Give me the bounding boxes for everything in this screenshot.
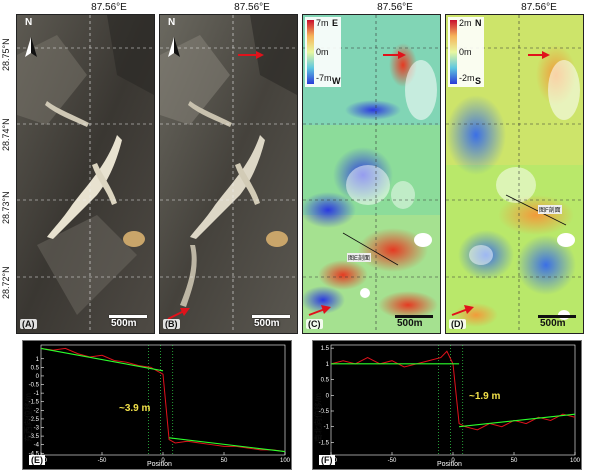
- panel-label-b: (B): [163, 319, 180, 329]
- colorbar-c-bottom-dir: W: [332, 76, 341, 86]
- chart-e-series-line-2: [169, 437, 286, 453]
- chart-e-xtick-label-4: 100: [280, 458, 291, 464]
- chart-e-xtick-label-2: 0: [161, 458, 165, 464]
- panel-c-map: 7m E 0m -7m W 图E剖面 (C) 500m: [302, 14, 441, 334]
- longitude-label-a: 87.56°E: [91, 2, 127, 13]
- chart-f-xtick-label-3: 50: [511, 458, 518, 464]
- chart-e-ytick-label-5: -1.5: [29, 400, 40, 406]
- longitude-label-b: 87.56°E: [234, 2, 270, 13]
- colorbar-d-bottom: -2m: [459, 73, 475, 83]
- chart-f-series-line-2: [459, 413, 576, 428]
- chart-f-xtick-label-2: 0: [451, 458, 455, 464]
- chart-f-ytick-label-4: -0.5: [319, 409, 330, 415]
- panel-label-c: (C): [306, 319, 323, 329]
- profile-label-c: 图E剖面: [347, 253, 372, 262]
- chart-f-xtick-label-4: 100: [570, 458, 581, 464]
- annotation-f: ~1.9 m: [469, 391, 501, 402]
- chart-e-ytick-label-2: 0: [36, 374, 40, 380]
- xlabel-f: Position: [437, 461, 462, 468]
- chart-f-ytick-label-2: 0.5: [321, 378, 330, 384]
- chart-f-ytick-label-6: -1.5: [319, 440, 330, 446]
- chart-e-ytick-label-7: -2.5: [29, 417, 40, 423]
- chart-f-ytick-label-0: 1.5: [321, 346, 330, 352]
- colorbar-d-bottom-dir: S: [475, 76, 482, 86]
- scale-label-c: 500m: [397, 318, 423, 329]
- panel-d-map: 2m N 0m -2m S 图F剖面 (D) 500m: [445, 14, 584, 334]
- chart-e-ytick-label-1: 0.5: [31, 365, 40, 371]
- longitude-label-c: 87.56°E: [377, 2, 413, 13]
- scale-label-d: 500m: [540, 318, 566, 329]
- latitude-label-1: 28.75°N: [1, 38, 11, 71]
- chart-e-ytick-label-10: -4: [34, 443, 40, 449]
- colorbar-d-top: 2m: [459, 18, 472, 28]
- scale-bar-b: [252, 315, 290, 318]
- colorbar-d-mid: 0m: [459, 47, 472, 57]
- colorbar-c-mid: 0m: [316, 47, 329, 57]
- scale-label-b: 500m: [254, 318, 280, 329]
- chart-label-f: (F): [319, 455, 335, 465]
- chart-e-plot-frame: [40, 344, 286, 456]
- north-label-b: N: [168, 17, 176, 28]
- chart-f-plot-frame: [330, 344, 576, 456]
- chart-e-ytick-label-9: -3.5: [29, 434, 40, 440]
- panel-a-image: N (A) 500m: [16, 14, 155, 334]
- chart-e-ytick-label-3: -0.5: [29, 383, 40, 389]
- profile-chart-e: 10.50-0.5-1-1.5-2-2.5-3-3.5-4-4.5-100-50…: [22, 340, 292, 470]
- scale-bar-d: [538, 315, 576, 318]
- panel-b-image: N (B) 500m: [159, 14, 298, 334]
- chart-label-e: (E): [29, 455, 45, 465]
- scale-bar-c: [395, 315, 433, 318]
- ylabel-f: 南北向位移/m: [314, 393, 323, 442]
- panel-label-d: (D): [449, 319, 466, 329]
- xlabel-e: Position: [147, 461, 172, 468]
- chart-e-ytick-label-8: -3: [34, 426, 40, 432]
- chart-e-ytick-label-11: -4.5: [29, 451, 40, 457]
- north-label-a: N: [25, 17, 33, 28]
- chart-e-series-line-1: [40, 347, 164, 372]
- chart-f-ytick-label-5: -1: [324, 425, 330, 431]
- colorbar-c-bottom: -7m: [316, 73, 332, 83]
- colorbar-d-top-dir: N: [475, 18, 482, 28]
- scale-label-a: 500m: [111, 318, 137, 329]
- ylabel-e: 东西向位移/m: [24, 393, 33, 442]
- colorbar-c-top: 7m: [316, 18, 329, 28]
- panel-label-a: (A): [20, 319, 37, 329]
- chart-e-ytick-label-0: 1: [36, 357, 40, 363]
- annotation-e: ~3.9 m: [119, 403, 151, 414]
- scale-bar-a: [109, 315, 147, 318]
- chart-e-xtick-label-3: 50: [221, 458, 228, 464]
- chart-e-ytick-label-4: -1: [34, 391, 40, 397]
- chart-f-ytick-label-3: 0: [326, 393, 330, 399]
- latitude-label-4: 28.72°N: [1, 266, 11, 299]
- chart-e-series-line-0: [40, 347, 286, 453]
- chart-e-xtick-label-1: -50: [98, 458, 107, 464]
- chart-f-xtick-label-1: -50: [388, 458, 397, 464]
- latitude-label-3: 28.73°N: [1, 191, 11, 224]
- chart-f-ytick-label-1: 1: [326, 362, 330, 368]
- latitude-label-2: 28.74°N: [1, 118, 11, 151]
- longitude-label-d: 87.56°E: [521, 2, 557, 13]
- colorbar-c-top-dir: E: [332, 18, 339, 28]
- chart-e-ytick-label-6: -2: [34, 408, 40, 414]
- profile-label-d: 图F剖面: [538, 205, 562, 214]
